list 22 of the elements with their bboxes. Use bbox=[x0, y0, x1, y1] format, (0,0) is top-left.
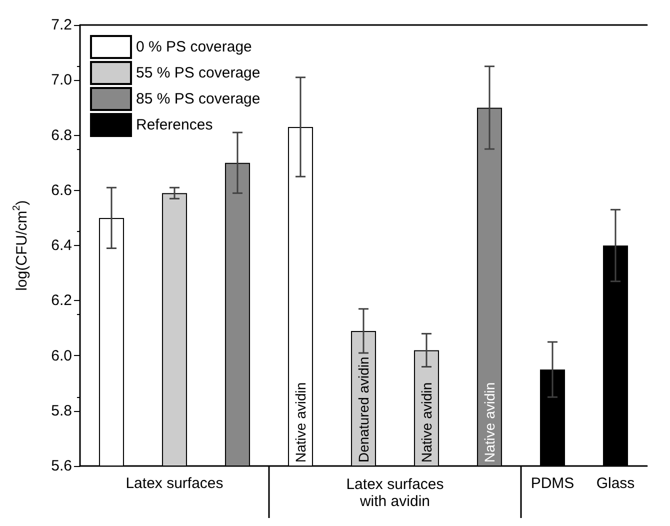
legend-label: 85 % PS coverage bbox=[136, 90, 260, 108]
y-tick-label: 5.6 bbox=[51, 458, 72, 474]
legend-label: 0 % PS coverage bbox=[136, 38, 252, 56]
legend-label: 55 % PS coverage bbox=[136, 64, 260, 82]
text: Latex surfaces with avidin bbox=[345, 476, 445, 510]
y-tick-label: 6.6 bbox=[51, 182, 72, 199]
legend-label: References bbox=[136, 116, 213, 134]
y-axis-title: log(CFU/cm2) bbox=[12, 200, 30, 291]
x-tick-label: Native avidin bbox=[292, 382, 308, 462]
x-tick-label: Native avidin bbox=[418, 382, 434, 462]
y-tick-label: 7.0 bbox=[51, 72, 72, 89]
y-tick-label: 5.8 bbox=[51, 402, 72, 420]
x-tick-label: Glass bbox=[596, 475, 635, 492]
x-tick-label: Latex surfaces bbox=[126, 475, 224, 492]
x-tick-label: Native avidin bbox=[482, 382, 498, 462]
y-tick-label: 7.2 bbox=[51, 16, 72, 34]
y-tick-label: 6.2 bbox=[51, 292, 72, 310]
x-tick-label: PDMS bbox=[530, 475, 574, 492]
y-tick-label: 6.8 bbox=[51, 126, 72, 144]
y-tick-label: 6.0 bbox=[51, 347, 72, 364]
y-tick-label: 6.4 bbox=[51, 237, 72, 254]
x-tick-label: Denatured avidin bbox=[356, 356, 372, 462]
